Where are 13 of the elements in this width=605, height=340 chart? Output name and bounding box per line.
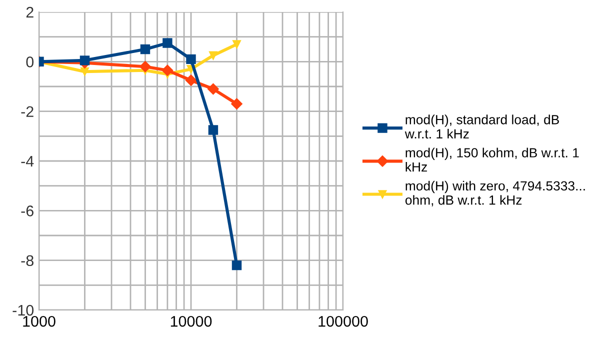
legend-label: mod(H), standard load, dB w.r.t. 1 kHz bbox=[404, 114, 559, 139]
y-tick-label: 2 bbox=[26, 6, 34, 18]
y-tick-label: -8 bbox=[21, 255, 34, 266]
y-tick-label: -10 bbox=[12, 304, 34, 316]
legend-label: mod(H), 150 kohm, dB w.r.t. 1 kHz bbox=[406, 148, 579, 172]
y-tick-label: -4 bbox=[21, 156, 34, 167]
x-tick-label: 100000 bbox=[318, 316, 368, 327]
y-tick-label: -2 bbox=[21, 106, 34, 117]
y-tick-label: -6 bbox=[21, 206, 34, 216]
y-tick-label: 0 bbox=[26, 56, 34, 68]
legend-label: mod(H) with zero, 4794.5333... ohm, dB w.r.t. 1 kHz bbox=[405, 180, 585, 206]
x-tick-label: 1000 bbox=[23, 316, 56, 327]
x-tick-label: 10000 bbox=[170, 316, 212, 327]
